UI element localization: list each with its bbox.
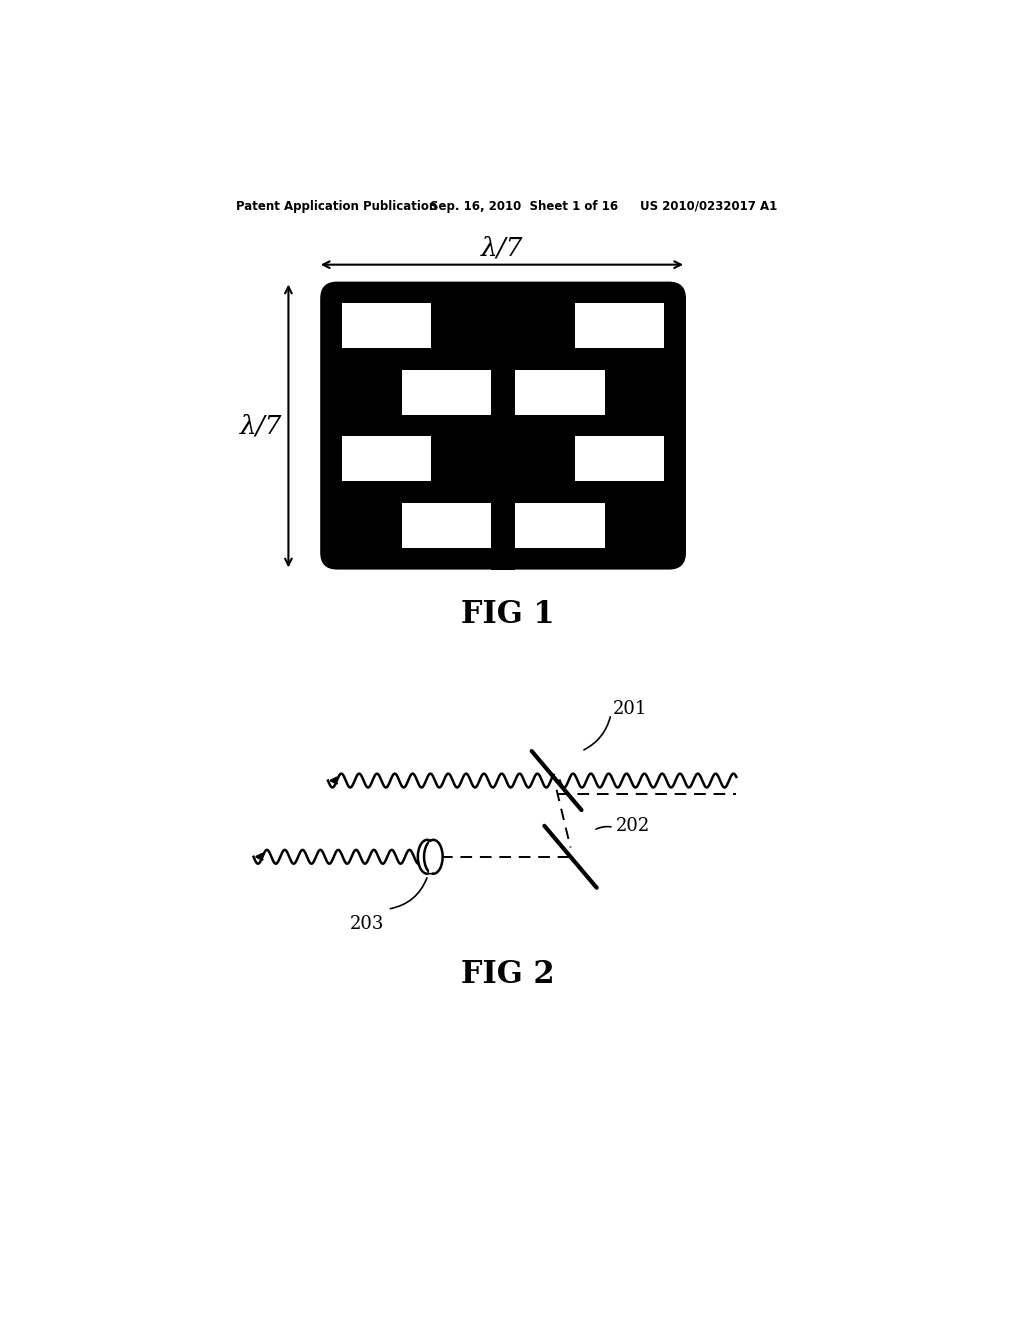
Bar [574, 304, 665, 348]
Bar [401, 503, 492, 548]
Text: US 2010/0232017 A1: US 2010/0232017 A1 [640, 199, 777, 213]
FancyBboxPatch shape [321, 281, 686, 570]
Bar [342, 304, 431, 348]
Text: FIG 2: FIG 2 [461, 960, 555, 990]
Text: 201: 201 [612, 700, 647, 718]
Text: λ/7: λ/7 [240, 413, 283, 438]
Text: Sep. 16, 2010  Sheet 1 of 16: Sep. 16, 2010 Sheet 1 of 16 [430, 199, 618, 213]
Ellipse shape [424, 840, 442, 874]
Text: 203: 203 [349, 915, 384, 933]
Text: 202: 202 [616, 817, 650, 834]
Bar [492, 281, 515, 570]
Text: Patent Application Publication: Patent Application Publication [237, 199, 437, 213]
Bar [401, 370, 492, 414]
Bar [515, 370, 604, 414]
Bar [342, 437, 431, 482]
Bar [515, 503, 604, 548]
Ellipse shape [418, 840, 436, 874]
Text: FIG 1: FIG 1 [461, 599, 555, 630]
Text: λ/7: λ/7 [480, 235, 523, 260]
Bar [574, 437, 665, 482]
